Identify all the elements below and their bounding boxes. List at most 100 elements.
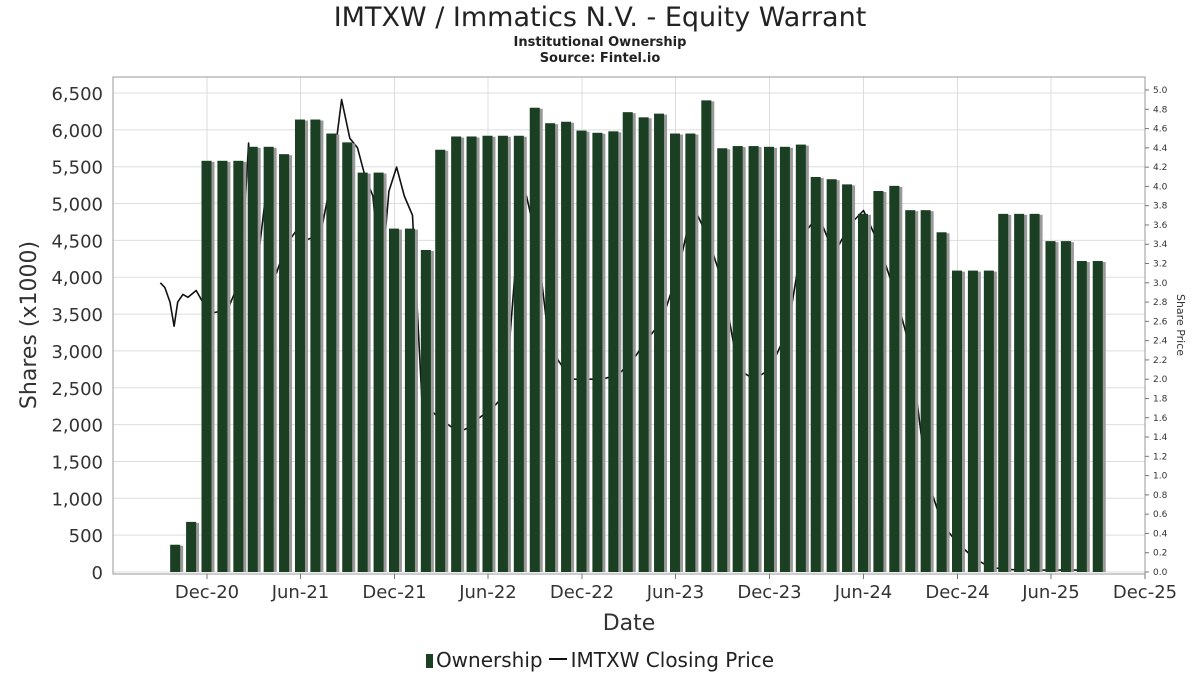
ownership-bar [748, 146, 762, 572]
ownership-bar [842, 184, 856, 572]
ownership-bar-fill [951, 270, 962, 572]
ownership-bar [404, 228, 418, 572]
ownership-bar-fill [967, 270, 978, 572]
ownership-bar [701, 100, 715, 572]
ownership-bar-fill [561, 121, 572, 573]
ownership-bar [233, 160, 247, 572]
ownership-bar [1029, 213, 1043, 572]
y2-tick-label: 3.2 [1153, 260, 1167, 270]
ownership-bar [451, 136, 465, 572]
ownership-bar [763, 146, 777, 572]
ownership-bar [513, 135, 527, 573]
ownership-bar-fill [310, 119, 321, 572]
ownership-bar [873, 191, 887, 572]
ownership-bar-fill [326, 133, 337, 572]
ownership-bar-fill [482, 135, 493, 573]
y-tick-label: 4,000 [51, 268, 103, 289]
ownership-bar-fill [420, 249, 431, 573]
y-tick-label: 2,500 [51, 379, 103, 400]
y2-tick-label: 2.8 [1153, 298, 1168, 308]
ownership-bar [810, 177, 824, 573]
legend-ownership-label: Ownership [435, 648, 543, 672]
ownership-bar-fill [1029, 213, 1040, 572]
y-tick-label: 3,500 [51, 305, 103, 326]
x-tick-label: Dec-25 [1113, 582, 1177, 603]
ownership-bar-fill [342, 142, 353, 572]
x-tick-label: Dec-22 [550, 582, 614, 603]
y2-tick-label: 0.4 [1153, 529, 1168, 539]
ownership-bar [310, 119, 324, 572]
ownership-bar [186, 521, 200, 572]
ownership-bar-fill [1060, 241, 1071, 573]
ownership-bar-fill [857, 213, 868, 572]
y-axis-label: Shares (x1000) [17, 241, 42, 409]
ownership-bar-fill [826, 179, 837, 572]
y2-tick-label: 4.2 [1153, 163, 1167, 173]
y2-tick-label: 2.0 [1153, 375, 1168, 385]
ownership-bar [920, 210, 934, 572]
ownership-bar-fill [622, 112, 633, 572]
ownership-bar-fill [1045, 241, 1056, 573]
x-tick-label: Dec-24 [925, 582, 989, 603]
ownership-bar-fill [513, 135, 524, 573]
ownership-bar [685, 133, 699, 572]
ownership-bar-fill [388, 228, 399, 572]
ownership-bar [638, 117, 652, 573]
ownership-bar-fill [654, 113, 665, 572]
ownership-bar-fill [1076, 261, 1087, 572]
ownership-bar [482, 135, 496, 573]
y2-tick-label: 3.6 [1153, 221, 1168, 231]
ownership-bar-fill [263, 146, 274, 572]
ownership-bar-fill [217, 160, 228, 572]
y-tick-label: 3,000 [51, 342, 103, 363]
y2-tick-label: 0.0 [1153, 568, 1168, 578]
ownership-bar-fill [373, 172, 384, 572]
ownership-bar [529, 107, 543, 572]
y2-tick-label: 4.8 [1153, 105, 1168, 115]
y-tick-label: 1,500 [51, 452, 103, 473]
x-tick-label: Jun-25 [1021, 582, 1080, 603]
y2-tick-label: 1.6 [1153, 414, 1168, 424]
y2-tick-label: 2.4 [1153, 337, 1168, 347]
ownership-bar [497, 135, 511, 573]
y2-tick-label: 3.0 [1153, 279, 1168, 289]
ownership-bar [951, 270, 965, 572]
ownership-bar [247, 146, 261, 572]
ownership-bar [936, 232, 950, 573]
ownership-bar [826, 179, 840, 572]
y2-tick-label: 4.4 [1153, 144, 1168, 154]
ownership-bar [201, 160, 215, 572]
ownership-bar-fill [717, 148, 728, 572]
ownership-bar-fill [279, 154, 290, 572]
ownership-bar-fill [748, 146, 759, 572]
ownership-bar-fill [497, 135, 508, 573]
y-tick-label: 6,500 [51, 84, 103, 105]
x-tick-label: Jun-23 [646, 582, 705, 603]
ownership-bar-fill [170, 544, 181, 572]
ownership-bar-fill [529, 107, 540, 572]
ownership-bar-fill [998, 213, 1009, 572]
ownership-bar-fill [889, 185, 900, 573]
ownership-bar-fill [701, 100, 712, 572]
x-tick-label: Jun-21 [271, 582, 330, 603]
x-tick-label: Dec-21 [362, 582, 426, 603]
y-tick-label: 0 [92, 563, 103, 584]
ownership-bar-fill [936, 232, 947, 573]
ownership-bar-fill [779, 146, 790, 572]
ownership-bar-fill [294, 119, 305, 572]
legend-price-swatch [548, 658, 567, 660]
ownership-bar-fill [983, 270, 994, 572]
y2-axis-label: Share Price [1174, 294, 1187, 356]
ownership-bar [795, 144, 809, 573]
ownership-bar-fill [873, 191, 884, 572]
y2-tick-label: 1.8 [1153, 394, 1168, 404]
y2-tick-label: 2.6 [1153, 317, 1168, 327]
ownership-bar-fill [669, 133, 680, 572]
y2-tick-label: 2.2 [1153, 356, 1167, 366]
ownership-bar [217, 160, 231, 572]
x-tick-label: Dec-20 [175, 582, 239, 603]
ownership-bar [576, 130, 590, 573]
ownership-bars [170, 100, 1106, 573]
ownership-bar [466, 136, 480, 572]
